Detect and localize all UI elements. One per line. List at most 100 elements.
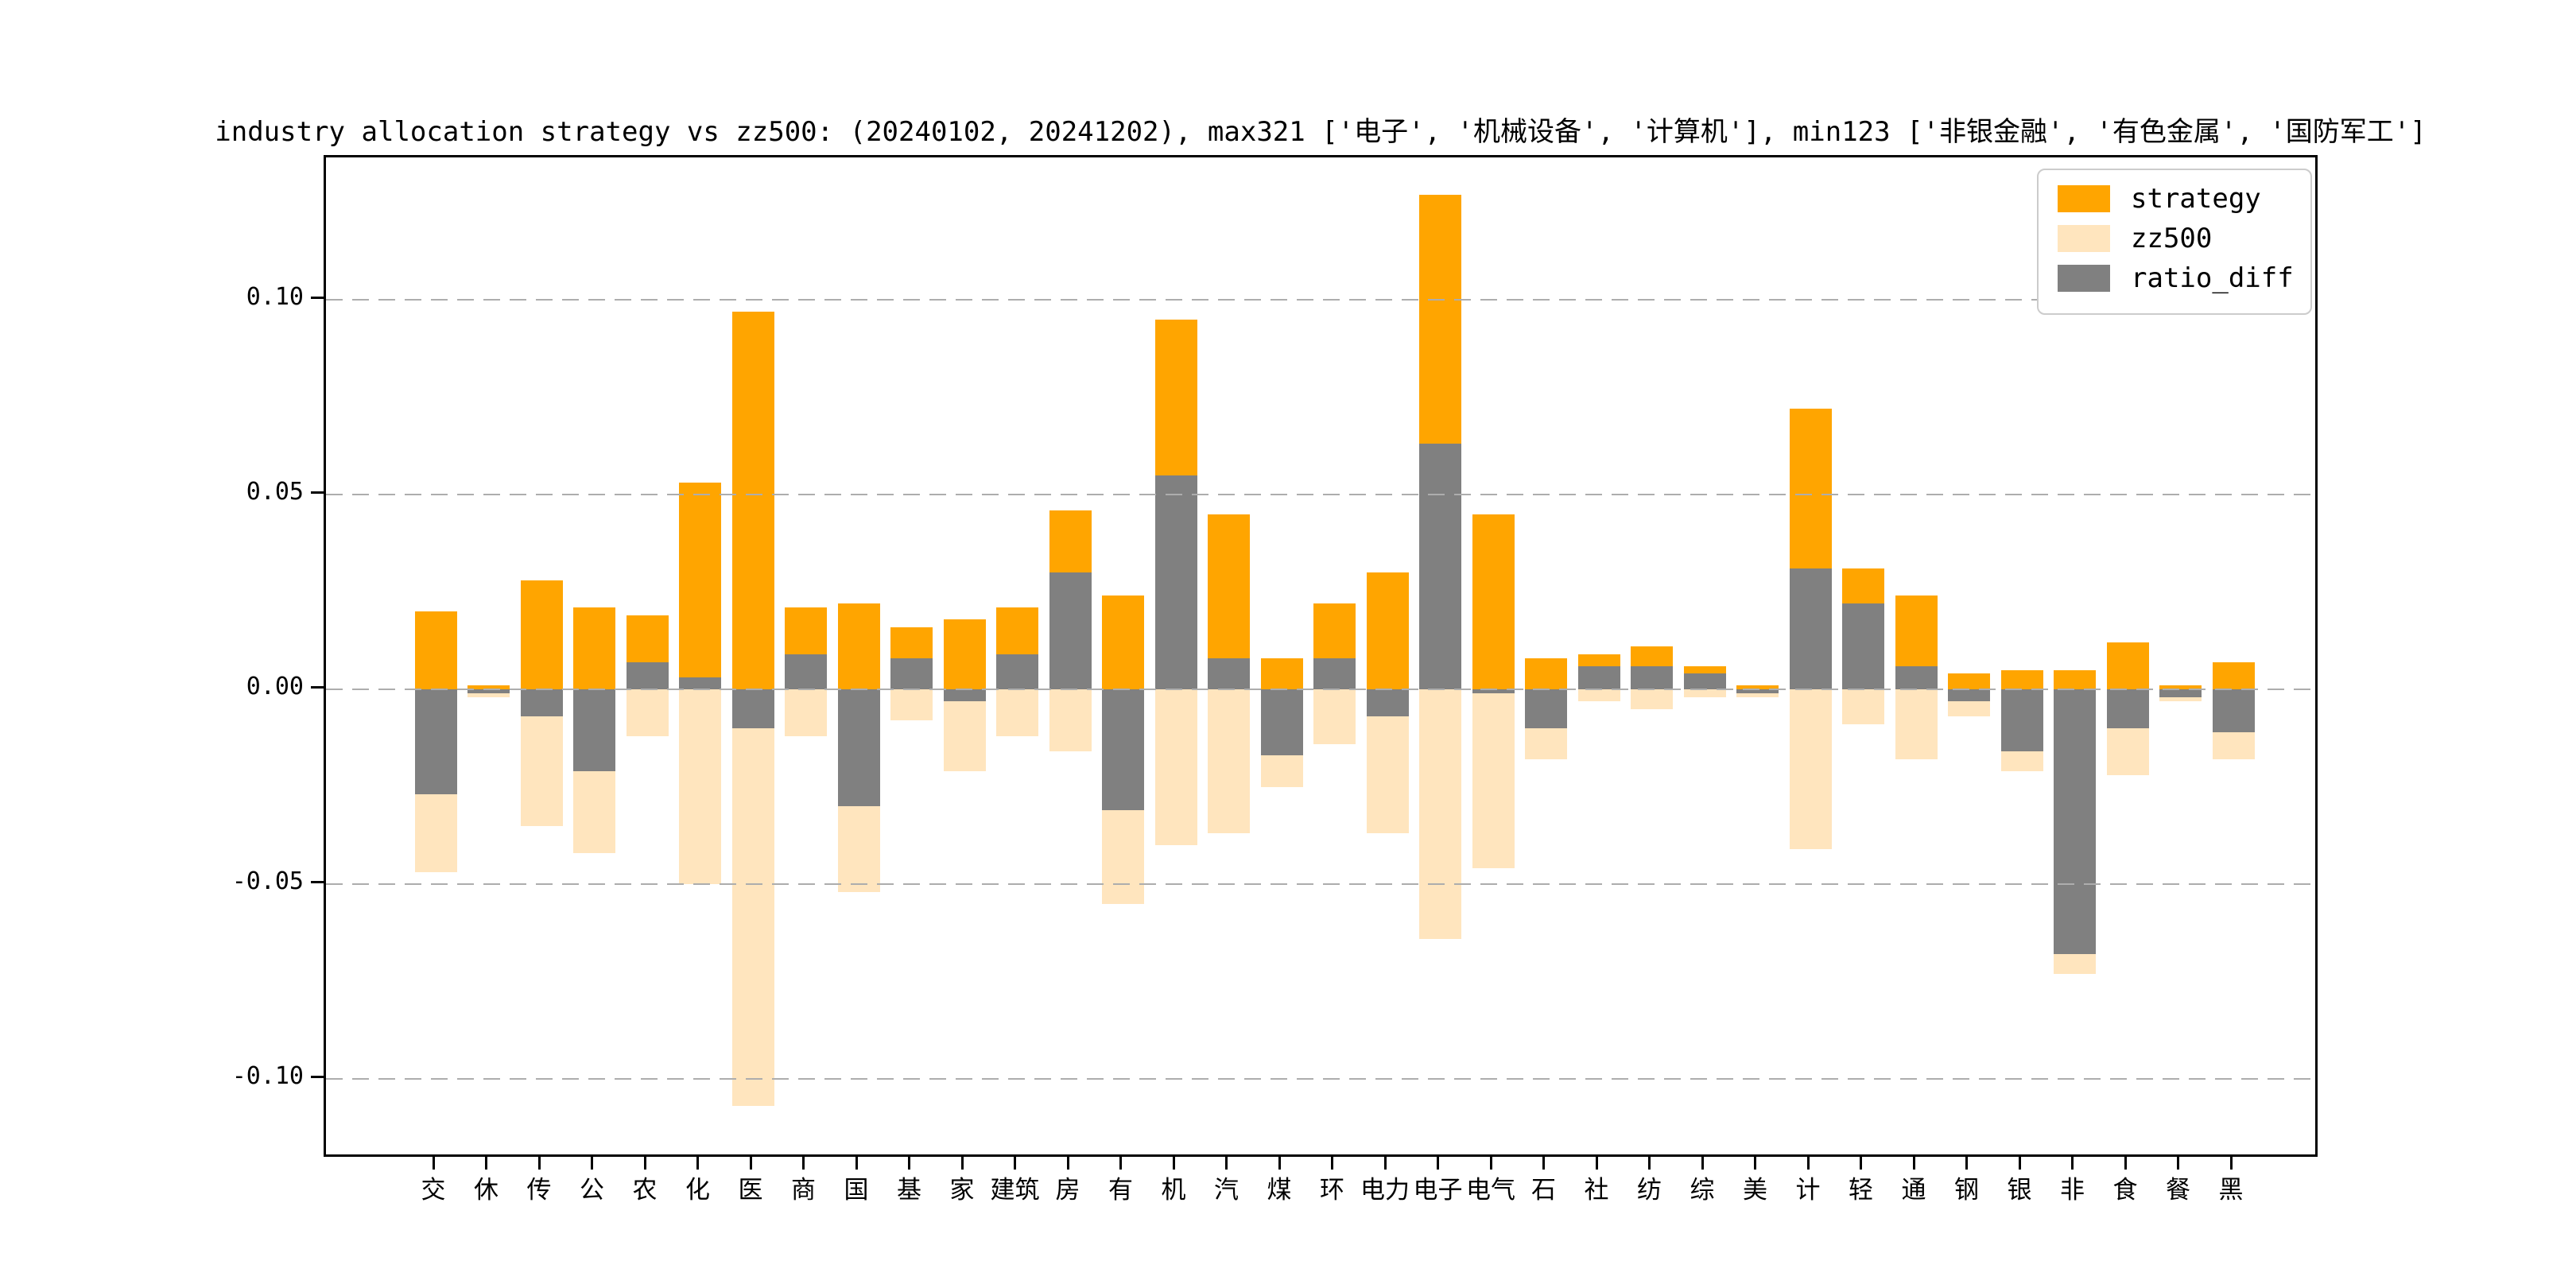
x-axis-tick-mark [2018, 1157, 2021, 1170]
x-axis-category-label: 医 [738, 1176, 763, 1205]
zz500-bar [996, 689, 1038, 736]
ratio-diff-bar [573, 689, 615, 771]
y-axis-tick-mark [311, 880, 324, 883]
ratio-diff-bar [1260, 689, 1303, 756]
y-axis-tick-mark [311, 685, 324, 689]
zz500-bar [626, 689, 669, 736]
x-axis-category-label: 钢 [1954, 1176, 1979, 1205]
ratio-diff-bar [1154, 475, 1197, 689]
x-axis-category-label: 煤 [1267, 1176, 1292, 1205]
ratio-diff-bar [2106, 689, 2149, 728]
zz500-bar [1789, 689, 1832, 849]
x-axis-category-label: 有 [1108, 1176, 1133, 1205]
ratio-diff-bar [1366, 689, 1409, 717]
x-axis-tick-mark [1648, 1157, 1651, 1170]
strategy-bar [679, 483, 721, 689]
x-axis-category-label: 社 [1584, 1176, 1609, 1205]
ratio-diff-bar [414, 689, 457, 795]
x-axis-category-label: 房 [1055, 1176, 1080, 1205]
zz500-bar [1631, 689, 1673, 709]
legend-item-zz500: zz500 [2058, 223, 2310, 254]
ratio-diff-bar [1736, 689, 1779, 693]
x-axis-category-label: 非 [2060, 1176, 2085, 1205]
ratio-diff-bar [1895, 665, 1938, 689]
x-axis-category-label: 农 [632, 1176, 658, 1205]
x-axis-tick-mark [2229, 1157, 2233, 1170]
x-axis-category-label: 建筑 [990, 1176, 1040, 1205]
legend-swatch-zz500 [2058, 225, 2110, 252]
x-axis-category-label: 机 [1161, 1176, 1186, 1205]
legend-swatch-ratio_diff [2058, 265, 2110, 292]
chart-title: industry allocation strategy vs zz500: (… [215, 116, 2427, 148]
x-axis-tick-mark [1331, 1157, 1333, 1170]
x-axis-tick-mark [1860, 1157, 1862, 1170]
x-axis-category-label: 电力 [1360, 1176, 1410, 1205]
strategy-bar [2106, 642, 2149, 689]
strategy-bar [573, 607, 615, 689]
x-axis-tick-mark [1119, 1157, 1122, 1170]
x-axis-tick-mark [432, 1157, 435, 1170]
plot-area [324, 155, 2318, 1157]
ratio-diff-bar [1472, 689, 1515, 693]
y-axis-tick-label: -0.05 [231, 867, 304, 895]
zz500-bar [1419, 689, 1461, 939]
zz500-bar [1049, 689, 1092, 752]
zz500-bar [1895, 689, 1938, 760]
x-axis-tick-mark [485, 1157, 487, 1170]
legend-label: strategy [2131, 183, 2261, 215]
strategy-bar [1948, 673, 1990, 689]
strategy-bar [1366, 572, 1409, 689]
x-axis-category-label: 传 [526, 1176, 552, 1205]
ratio-diff-bar [626, 661, 669, 689]
x-axis-tick-mark [1489, 1157, 1492, 1170]
ratio-diff-bar [2159, 689, 2202, 697]
strategy-bar [2212, 661, 2255, 689]
x-axis-category-label: 环 [1320, 1176, 1344, 1205]
strategy-bar [1102, 596, 1144, 689]
x-axis-category-label: 休 [474, 1176, 499, 1205]
x-axis-tick-mark [1066, 1157, 1069, 1170]
zz500-bar [1842, 689, 1884, 725]
ratio-diff-bar [1842, 603, 1884, 689]
ratio-diff-bar [996, 654, 1038, 689]
x-axis-tick-mark [802, 1157, 805, 1170]
x-axis-tick-mark [1806, 1157, 1810, 1170]
ratio-diff-bar [1631, 665, 1673, 689]
x-axis-category-label: 基 [897, 1176, 921, 1205]
ratio-diff-bar [2212, 689, 2255, 732]
strategy-bar [2000, 669, 2043, 689]
ratio-diff-bar [2054, 689, 2096, 955]
x-axis-category-label: 美 [1743, 1176, 1767, 1205]
strategy-bar [520, 580, 563, 689]
x-axis-category-label: 化 [685, 1176, 710, 1205]
x-axis-tick-mark [1383, 1157, 1387, 1170]
x-axis-category-label: 纺 [1637, 1176, 1662, 1205]
gridline [326, 494, 2315, 495]
ratio-diff-bar [1525, 689, 1567, 728]
ratio-diff-bar [2000, 689, 2043, 752]
ratio-diff-bar [943, 689, 986, 701]
strategy-bar [467, 685, 510, 689]
x-axis-tick-mark [749, 1157, 752, 1170]
x-axis-tick-mark [2124, 1157, 2127, 1170]
y-axis-tick-mark [311, 1075, 324, 1078]
strategy-bar [414, 611, 457, 689]
strategy-bar [1260, 658, 1303, 689]
ratio-diff-bar [1313, 658, 1356, 689]
legend-item-ratio_diff: ratio_diff [2058, 263, 2310, 293]
zz500-bar [467, 689, 510, 697]
strategy-bar [1472, 514, 1515, 689]
zz500-bar [890, 689, 933, 721]
x-axis-category-label: 家 [949, 1176, 975, 1205]
x-axis-tick-mark [591, 1157, 593, 1170]
x-axis-category-label: 汽 [1214, 1176, 1239, 1205]
y-axis-tick-mark [311, 296, 324, 299]
x-axis-tick-mark [960, 1157, 964, 1170]
ratio-diff-bar [520, 689, 563, 717]
zz500-bar [1313, 689, 1356, 744]
x-axis-tick-mark [855, 1157, 858, 1170]
x-axis-category-label: 电子 [1413, 1176, 1463, 1205]
x-axis-tick-mark [537, 1157, 541, 1170]
x-axis-tick-mark [1014, 1157, 1016, 1170]
